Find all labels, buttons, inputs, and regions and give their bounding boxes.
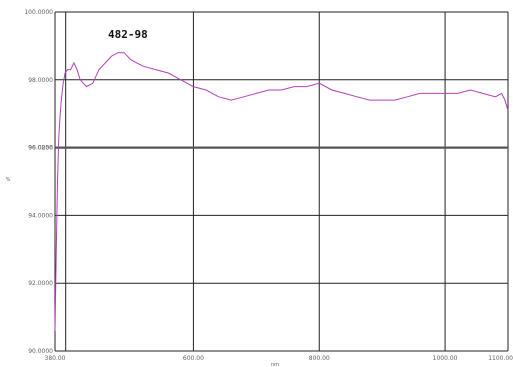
y-tick-label: 92.0000 — [28, 280, 53, 287]
y-tick-label: 94.0000 — [28, 212, 53, 219]
y-tick-label: 100.0000 — [24, 9, 53, 16]
x-tick-label: 600.00 — [183, 355, 204, 362]
x-tick-label: 1100.00 — [488, 355, 513, 362]
y-tick-label: 90.0000 — [28, 348, 53, 355]
y-tick-label: 96.0000 — [28, 145, 53, 152]
series-layer — [54, 52, 509, 331]
x-axis-label: nm — [271, 362, 279, 367]
series-line — [54, 52, 509, 331]
tick-labels: 90.0000 92.0000 94.0000 96.0000 98.0000 100.0… — [24, 9, 513, 362]
plot-background — [55, 12, 508, 351]
y-axis-label: % — [6, 177, 11, 183]
x-tick-label: 1000.00 — [433, 355, 458, 362]
chart-title: 482-98 — [108, 28, 148, 41]
x-tick-label: 800.00 — [309, 355, 330, 362]
grid — [54, 11, 509, 352]
y-tick-label: 98.0000 — [28, 77, 53, 84]
x-tick-label: 380.00 — [45, 355, 66, 362]
reference-line-label: 96.0256 — [28, 145, 53, 152]
